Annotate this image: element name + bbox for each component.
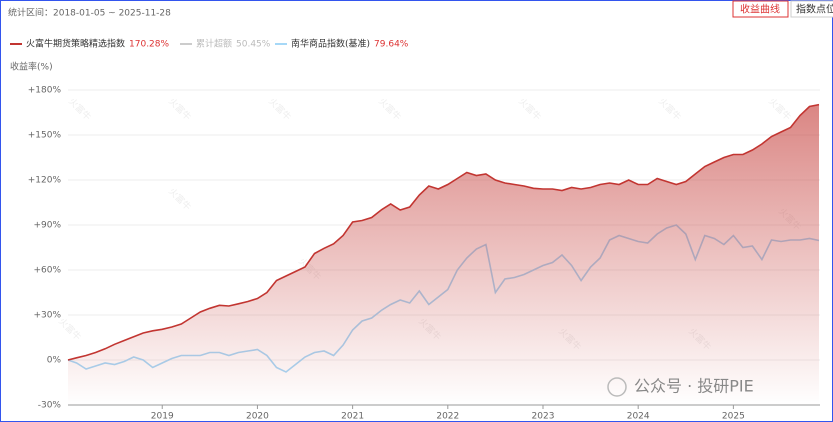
y-tick-label: +150%: [28, 131, 62, 141]
y-axis-label: 收益率(%): [10, 61, 53, 73]
y-tick-label: +180%: [28, 86, 62, 96]
x-tick-label: 2019: [151, 412, 174, 422]
tab[interactable]: 收益曲线: [740, 3, 780, 16]
tab-active[interactable]: [732, 0, 789, 18]
y-tick-label: +30%: [33, 311, 61, 321]
y-tick-label: +60%: [33, 266, 61, 276]
series-line: [67, 103, 820, 361]
y-tick-label: +90%: [33, 221, 61, 231]
legend-value: 79.64%: [374, 40, 409, 50]
x-tick-label: 2025: [722, 412, 745, 422]
tab[interactable]: 指数点位: [796, 3, 833, 16]
legend-label: 累计超额: [196, 38, 232, 50]
x-tick-label: 2021: [341, 412, 364, 422]
tab-inactive[interactable]: [790, 0, 833, 18]
legend-value: 50.45%: [236, 40, 271, 50]
legend-value: 170.28%: [129, 40, 169, 50]
x-tick-label: 2020: [246, 412, 269, 422]
footer: 公众号 · 投研PIE: [634, 377, 754, 396]
x-tick-label: 2024: [627, 412, 650, 422]
legend-label: 南华商品指数(基准): [291, 38, 370, 50]
x-tick-label: 2022: [436, 412, 459, 422]
y-tick-label: 0%: [47, 356, 62, 366]
footer-icon: [607, 377, 627, 397]
series-area: [68, 104, 819, 405]
period: 统计区间：2018-01-05 ~ 2025-11-28: [8, 7, 171, 19]
x-tick-label: 2023: [532, 412, 555, 422]
y-tick-label: -30%: [38, 401, 62, 411]
y-tick-label: +120%: [28, 176, 62, 186]
legend-label: 火富牛期货策略精选指数: [26, 38, 125, 50]
